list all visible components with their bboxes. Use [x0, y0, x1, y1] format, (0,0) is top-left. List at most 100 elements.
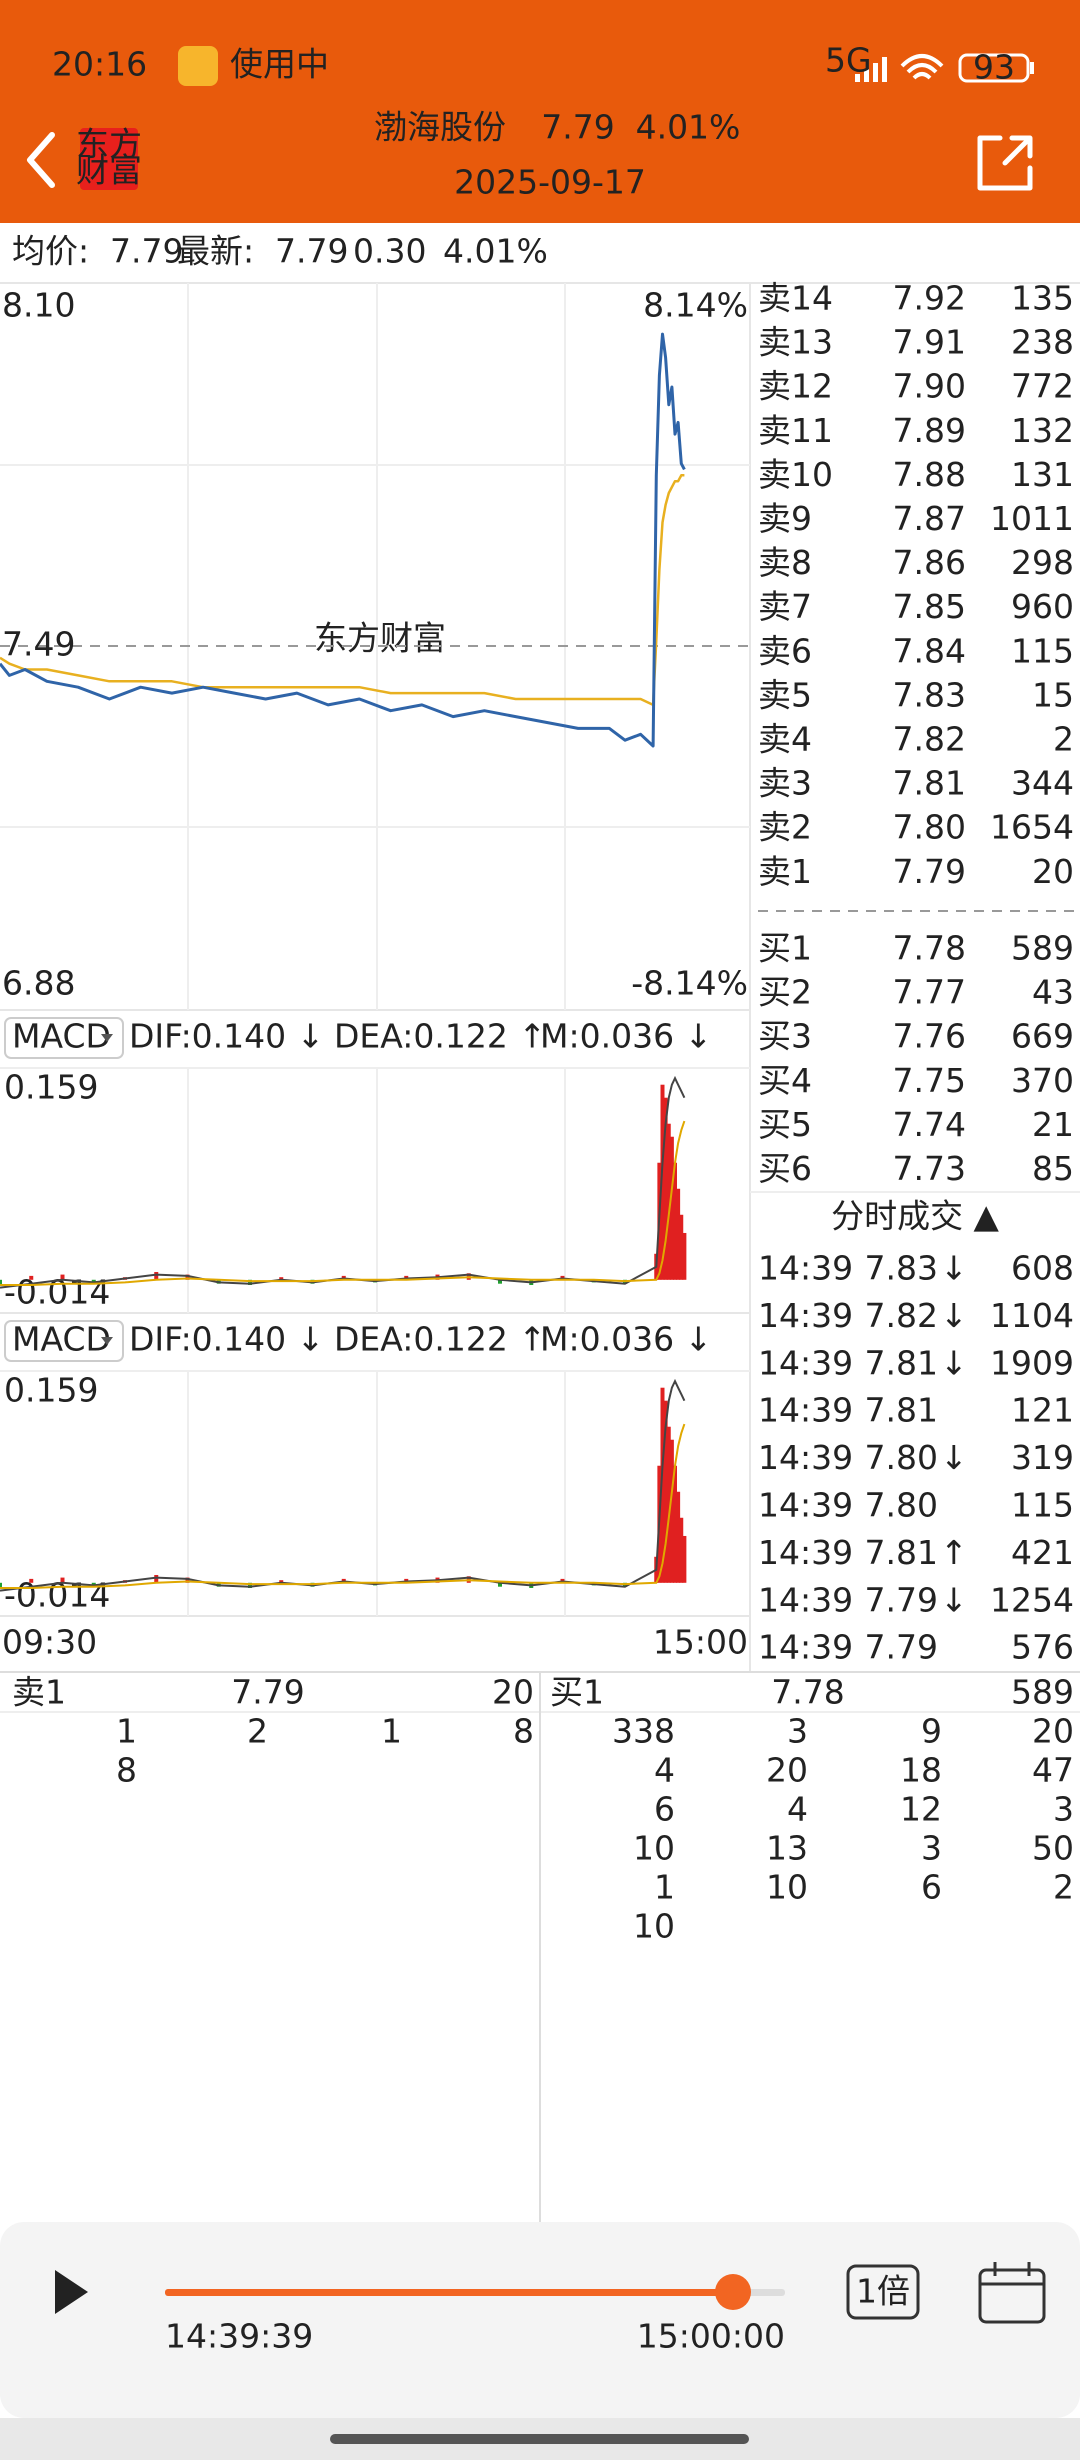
book-price: 7.92 — [893, 279, 966, 318]
book-label: 卖13 — [758, 323, 833, 362]
trade-price: 7.81 — [865, 1533, 938, 1572]
book-volume: 131 — [1011, 455, 1074, 494]
book-volume: 1011 — [990, 499, 1074, 538]
macd-bar — [0, 1582, 2, 1588]
status-time: 20:16 — [52, 45, 147, 84]
book-price: 7.73 — [893, 1149, 966, 1188]
book-price: 7.91 — [893, 323, 966, 362]
trade-arrow: ↓ — [940, 1249, 968, 1288]
book-label: 卖10 — [758, 455, 833, 494]
y2-tick-label: -8.14% — [631, 964, 748, 1003]
trade-volume: 576 — [1011, 1628, 1074, 1667]
book-label: 卖8 — [758, 543, 812, 582]
back-button[interactable] — [27, 132, 55, 188]
book-price: 7.80 — [893, 808, 966, 847]
book-volume: 589 — [1011, 929, 1074, 968]
trade-time: 14:39 — [758, 1296, 853, 1335]
dif-label: DIF:0.140 ↓ — [129, 1017, 324, 1056]
avg-label: 均价: — [12, 232, 89, 271]
macd-bar — [154, 1271, 159, 1280]
macd-bar — [248, 1279, 252, 1285]
trade-price: 7.80 — [865, 1438, 938, 1477]
home-indicator[interactable] — [330, 2434, 749, 2444]
queue-order: 12 — [900, 1790, 942, 1829]
indicator-select[interactable] — [4, 1320, 124, 1362]
trade-price: 7.79 — [865, 1628, 938, 1667]
queue-price: 7.79 — [231, 1673, 304, 1712]
queue-label: 买1 — [550, 1673, 604, 1712]
macd-bar — [673, 1162, 677, 1280]
network: 5G — [825, 41, 872, 80]
book-volume: 298 — [1011, 543, 1074, 582]
book-volume: 43 — [1032, 973, 1074, 1012]
y-tick-label: 0.159 — [4, 1371, 98, 1410]
indicator-select[interactable] — [4, 1017, 124, 1059]
y-tick-label: 8.10 — [2, 286, 75, 325]
queue-order: 47 — [1032, 1751, 1074, 1790]
queue-order: 3 — [921, 1829, 942, 1868]
share-button[interactable] — [977, 135, 1033, 191]
queue-order: 10 — [633, 1829, 675, 1868]
book-label: 卖1 — [758, 852, 812, 891]
book-price: 7.79 — [893, 852, 966, 891]
book-label: 买2 — [758, 973, 812, 1012]
y-tick-label: -0.014 — [4, 1273, 110, 1312]
battery: 93 — [973, 48, 1015, 87]
latest-label: 最新: — [177, 232, 254, 271]
trade-arrow: ↓ — [940, 1438, 968, 1477]
book-label: 卖14 — [758, 279, 833, 318]
macd-bar — [279, 1580, 284, 1583]
trade-volume: 319 — [1011, 1438, 1074, 1477]
queue-order: 6 — [921, 1868, 942, 1907]
m-label: M:0.036 ↓ — [540, 1320, 712, 1359]
stock-name: 渤海股份 — [374, 108, 506, 147]
trade-volume: 121 — [1011, 1391, 1074, 1430]
book-label: 卖2 — [758, 808, 812, 847]
change: 0.30 — [353, 232, 426, 271]
play-button[interactable] — [55, 2270, 88, 2314]
macd-bar — [679, 1517, 684, 1583]
book-volume: 772 — [1011, 367, 1074, 406]
book-label: 买6 — [758, 1149, 812, 1188]
book-label: 卖12 — [758, 367, 833, 406]
book-price: 7.74 — [893, 1105, 966, 1144]
macd-bar — [29, 1275, 34, 1280]
trade-volume: 1104 — [990, 1296, 1074, 1335]
macd-bar — [669, 1136, 674, 1280]
watermark: 东方财富 — [314, 619, 446, 658]
macd-bar — [682, 1232, 687, 1280]
trade-volume: 608 — [1011, 1249, 1074, 1288]
trades-title: 分时成交 ▲ — [831, 1197, 999, 1236]
trade-price: 7.83 — [865, 1249, 938, 1288]
trade-time: 14:39 — [758, 1580, 853, 1619]
book-volume: 669 — [1011, 1017, 1074, 1056]
macd-bar — [248, 1582, 252, 1588]
book-price: 7.84 — [893, 631, 966, 670]
trade-price: 7.80 — [865, 1486, 938, 1525]
trade-time: 14:39 — [758, 1628, 853, 1667]
macd-bar — [185, 1274, 190, 1280]
book-price: 7.78 — [893, 929, 966, 968]
stock-change: 4.01% — [636, 108, 741, 147]
book-price: 7.89 — [893, 411, 966, 450]
trade-arrow: ↓ — [940, 1296, 968, 1335]
queue-order: 20 — [1032, 1712, 1074, 1751]
calendar-button[interactable] — [978, 2262, 1046, 2324]
progress-knob[interactable] — [715, 2274, 751, 2310]
book-volume: 85 — [1032, 1149, 1074, 1188]
grid — [0, 283, 750, 1616]
x-tick-label: 09:30 — [2, 1623, 97, 1662]
macd-bar — [185, 1577, 190, 1583]
trade-time: 14:39 — [758, 1391, 853, 1430]
trade-price: 7.82 — [865, 1296, 938, 1335]
speed-button[interactable] — [846, 2264, 920, 2320]
trade-volume: 115 — [1011, 1486, 1074, 1525]
trade-time: 14:39 — [758, 1486, 853, 1525]
trade-volume: 1909 — [990, 1343, 1074, 1382]
y-tick-label: 0.159 — [4, 1068, 98, 1107]
queue-order: 1 — [116, 1712, 137, 1751]
book-volume: 344 — [1011, 764, 1074, 803]
macd-bar — [673, 1465, 677, 1583]
date: 2025-09-17 — [454, 163, 646, 202]
